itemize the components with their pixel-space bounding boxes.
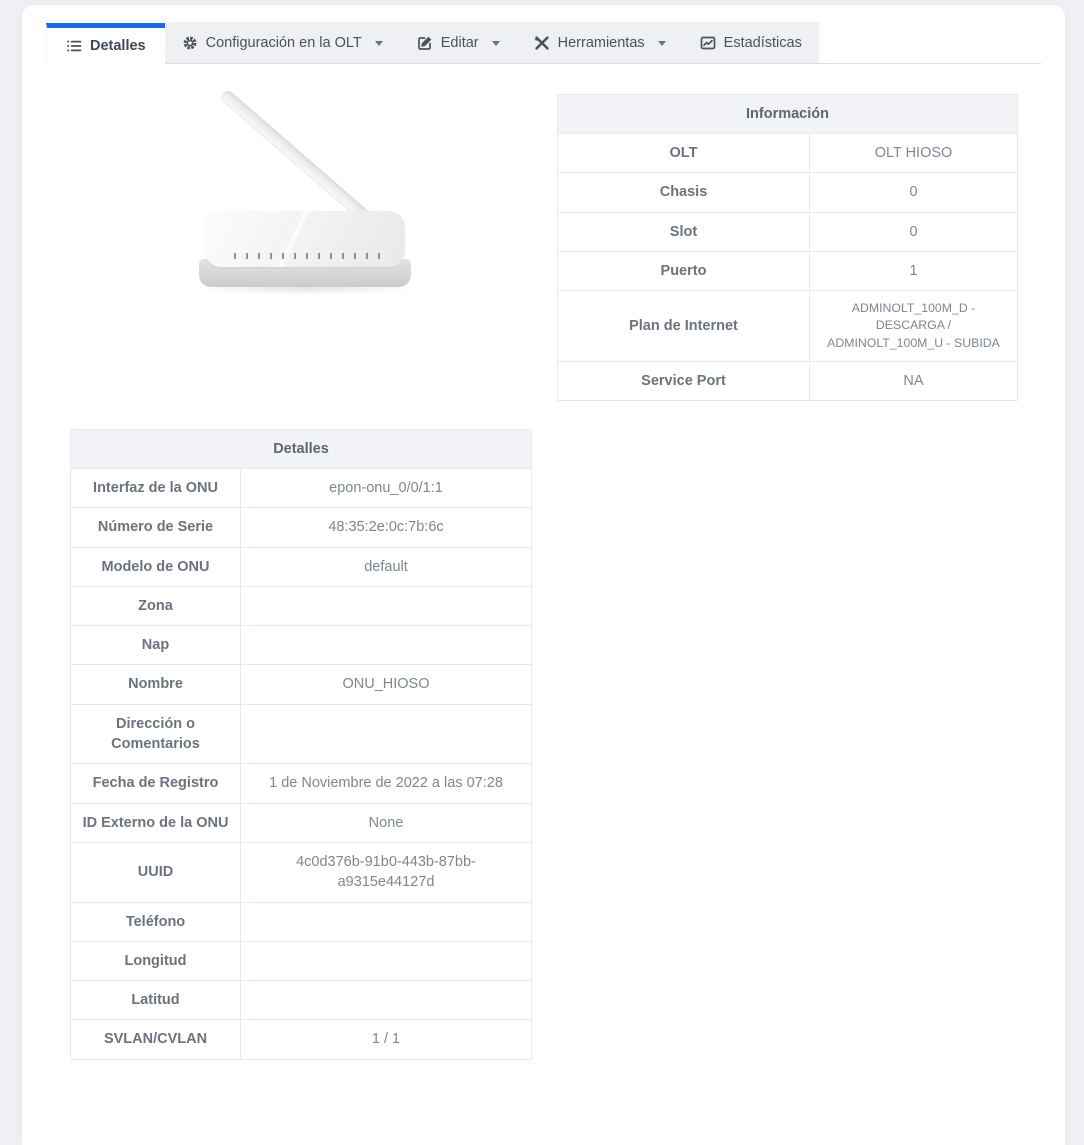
- device-led-strip: [234, 253, 390, 259]
- row-label: Puerto: [557, 250, 810, 292]
- table-title: Información: [556, 94, 1019, 134]
- row-label: Modelo de ONU: [70, 546, 241, 587]
- tab-label: Configuración en la OLT: [205, 34, 362, 51]
- table-row: Plan de Internet ADMINOLT_100M_D - DESCA…: [557, 290, 1019, 362]
- row-label: Nap: [70, 625, 241, 666]
- chart-icon: [700, 35, 716, 51]
- row-label: Interfaz de la ONU: [70, 467, 241, 509]
- row-label: SVLAN/CVLAN: [70, 1019, 241, 1060]
- row-value: epon-onu_0/0/1:1: [240, 467, 532, 509]
- row-value: [240, 901, 532, 942]
- tab-herramientas[interactable]: Herramientas: [517, 22, 683, 63]
- table-row: UUID 4c0d376b-91b0-443b-87bb-a9315e44127…: [70, 841, 532, 903]
- table-row: Chasis 0: [557, 172, 1019, 213]
- row-value: OLT HIOSO: [808, 132, 1019, 174]
- row-label: Teléfono: [70, 901, 241, 942]
- onu-device-photo: [182, 85, 442, 310]
- table-row: Puerto 1: [557, 250, 1019, 292]
- row-value: 1 / 1: [240, 1019, 532, 1060]
- table-row: ID Externo de la ONU None: [70, 802, 532, 843]
- row-value: 0: [808, 211, 1019, 252]
- tab-detalles[interactable]: Detalles: [46, 23, 165, 64]
- row-label: Nombre: [70, 664, 241, 705]
- details-table: Detalles Interfaz de la ONU epon-onu_0/0…: [70, 429, 532, 1060]
- row-label: Plan de Internet: [557, 290, 810, 362]
- table-title: Detalles: [70, 429, 532, 469]
- row-label: Slot: [557, 211, 810, 252]
- chevron-down-icon: [491, 41, 500, 46]
- table-row: Latitud: [70, 980, 532, 1021]
- row-value: None: [240, 802, 532, 843]
- chevron-down-icon: [657, 41, 666, 46]
- content-card: Detalles Configuración en la OLT: [22, 5, 1065, 1145]
- row-label: Latitud: [70, 980, 241, 1021]
- table-row: Slot 0: [557, 211, 1019, 252]
- table-row: Número de Serie 48:35:2e:0c:7b:6c: [70, 507, 532, 548]
- row-value: 0: [808, 172, 1019, 213]
- table-row: SVLAN/CVLAN 1 / 1: [70, 1019, 532, 1060]
- tab-label: Detalles: [90, 38, 146, 54]
- row-value: ONU_HIOSO: [240, 664, 532, 705]
- row-value: 48:35:2e:0c:7b:6c: [240, 507, 532, 548]
- gear-icon: [182, 35, 198, 51]
- row-value: NA: [808, 360, 1019, 402]
- table-row: Service Port NA: [557, 360, 1019, 402]
- row-label: Fecha de Registro: [70, 763, 241, 804]
- table-row: Nombre ONU_HIOSO: [70, 664, 532, 705]
- tab-editar[interactable]: Editar: [400, 22, 517, 63]
- row-label: Longitud: [70, 940, 241, 982]
- row-value: 1: [808, 250, 1019, 292]
- row-value: [240, 703, 532, 765]
- row-value: 1 de Noviembre de 2022 a las 07:28: [240, 763, 532, 804]
- device-antenna: [218, 88, 371, 223]
- row-label: Zona: [70, 585, 241, 627]
- row-label: Service Port: [557, 360, 810, 402]
- row-value: [240, 625, 532, 666]
- row-value: [240, 980, 532, 1021]
- row-value: ADMINOLT_100M_D - DESCARGA / ADMINOLT_10…: [808, 290, 1019, 362]
- table-row: Zona: [70, 585, 532, 627]
- row-label: UUID: [70, 841, 241, 903]
- row-label: Dirección o Comentarios: [70, 703, 241, 765]
- chevron-down-icon: [374, 41, 383, 46]
- table-row: OLT OLT HIOSO: [557, 132, 1019, 174]
- table-row: Modelo de ONU default: [70, 546, 532, 587]
- row-label: ID Externo de la ONU: [70, 802, 241, 843]
- table-row: Fecha de Registro 1 de Noviembre de 2022…: [70, 763, 532, 804]
- tab-configuracion-olt[interactable]: Configuración en la OLT: [165, 22, 400, 63]
- tab-label: Editar: [440, 34, 479, 51]
- tab-bar: Detalles Configuración en la OLT: [46, 22, 1041, 64]
- row-value: default: [240, 546, 532, 587]
- row-value: [240, 585, 532, 627]
- tab-label: Estadísticas: [723, 34, 802, 51]
- table-row: Teléfono: [70, 901, 532, 942]
- info-table: Información OLT OLT HIOSO Chasis 0 Slot …: [556, 94, 1019, 402]
- table-row: Interfaz de la ONU epon-onu_0/0/1:1: [70, 467, 532, 509]
- tab-label: Herramientas: [557, 34, 645, 51]
- table-row: Longitud: [70, 940, 532, 982]
- tab-group: Configuración en la OLT Editar: [164, 22, 819, 63]
- list-icon: [66, 38, 82, 54]
- tab-estadisticas[interactable]: Estadísticas: [683, 22, 819, 63]
- row-value: [240, 940, 532, 982]
- table-row: Nap: [70, 625, 532, 666]
- edit-icon: [417, 35, 433, 51]
- row-label: Chasis: [557, 172, 810, 213]
- row-label: OLT: [557, 132, 810, 174]
- table-row: Dirección o Comentarios: [70, 703, 532, 765]
- tools-icon: [534, 35, 550, 51]
- row-label: Número de Serie: [70, 507, 241, 548]
- row-value: 4c0d376b-91b0-443b-87bb-a9315e44127d: [240, 841, 532, 903]
